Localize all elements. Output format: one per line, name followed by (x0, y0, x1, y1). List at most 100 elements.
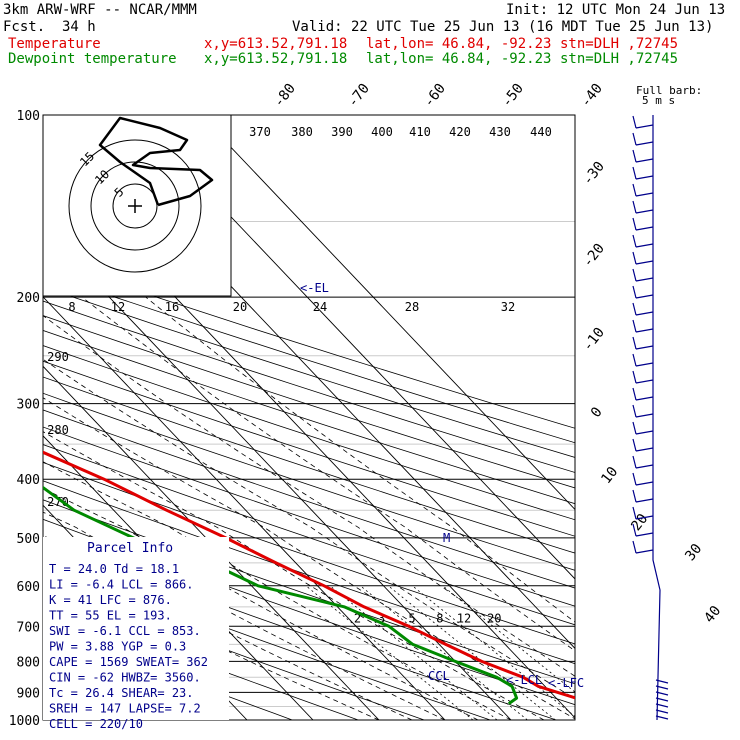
temperature-xy: x,y=613.52,791.18 (204, 36, 348, 52)
wind-barb (632, 115, 654, 129)
mixing-ratio-line (412, 585, 575, 717)
parcel-info-row: CIN = -62 HWBZ= 3560. (49, 671, 201, 685)
wind-barb (655, 715, 669, 720)
wind-barb (655, 697, 669, 702)
wind-scale-value: 28 (405, 300, 419, 314)
mixing-ratio-line (387, 585, 556, 720)
dewpoint-station: stn=DLH ,72745 (560, 51, 679, 67)
wind-barb (632, 506, 654, 520)
init-time: Init: 12 UTC Mon 24 Jun 13 (506, 2, 726, 18)
wind-barb (632, 387, 654, 401)
wind-barb (632, 319, 654, 333)
wind-barb (632, 404, 654, 418)
parcel-info-panel (43, 537, 229, 720)
pressure-label: 500 (17, 532, 40, 547)
wind-barb (632, 200, 654, 214)
theta-label: 270 (47, 495, 69, 509)
dry-adiabat-line (43, 315, 575, 489)
isotherm-label: -30 (580, 159, 608, 189)
hodograph-ring (68, 139, 202, 273)
wind-scale-value: 8 (68, 300, 75, 314)
moist-adiabat-line (43, 358, 575, 700)
pressure-label: 200 (17, 291, 40, 306)
wind-barb (632, 455, 654, 469)
dewpoint-legend: Dewpoint temperature (8, 51, 177, 67)
moist-adiabat-line (43, 397, 575, 720)
theta-label: 440 (530, 125, 552, 139)
parcel-info-title: Parcel Info (87, 541, 173, 556)
isotherm-label: -80 (271, 81, 299, 111)
parcel-info-row: K = 41 LFC = 876. (49, 593, 172, 607)
pressure-label: 400 (17, 473, 40, 488)
moist-adiabat-line (43, 487, 479, 720)
dewpoint-xy: x,y=613.52,791.18 (204, 51, 348, 67)
wind-barb (655, 685, 669, 690)
pressure-label: 700 (17, 620, 40, 635)
parcel-info-row: SREH = 147 LAPSE= 7.2 (49, 702, 201, 716)
wind-barb (655, 691, 669, 696)
theta-label: 430 (489, 125, 511, 139)
mixing-ratio-line (329, 585, 498, 720)
dewpoint-line (43, 485, 519, 705)
wind-barb (632, 132, 654, 146)
temperature-legend: Temperature (8, 36, 101, 52)
full-barb-value: 5 m s (642, 94, 675, 107)
parcel-info-row: CELL = 220/10 (49, 717, 143, 731)
dry-adiabat-line (43, 258, 575, 429)
dry-adiabat-line (43, 462, 575, 645)
wind-scale-value: 12 (111, 300, 125, 314)
isotherm-line (199, 115, 575, 511)
el-marker: <-EL (300, 281, 329, 295)
theta-label: 280 (47, 423, 69, 437)
wind-barb (632, 285, 654, 299)
wind-barb (632, 336, 654, 350)
dewpoint-latlon: lat,lon= 46.84, -92.23 (366, 51, 552, 67)
isotherm-line (43, 296, 446, 720)
dry-adiabat-line (43, 444, 575, 626)
wind-barb (655, 679, 669, 684)
theta-label: 290 (47, 350, 69, 364)
wind-barb (632, 421, 654, 435)
ccl-marker: CCL (428, 669, 450, 683)
mixing-ratio-label: 5 (408, 611, 415, 625)
wind-barb (632, 353, 654, 367)
wind-barb (632, 489, 654, 503)
dry-adiabat-line (43, 272, 575, 444)
hodograph-ring (90, 161, 180, 251)
theta-label: 420 (449, 125, 471, 139)
wind-scale-value: 16 (165, 300, 179, 314)
isotherm-label: -10 (580, 325, 608, 355)
pressure-label: 1000 (9, 714, 40, 729)
parcel-info-row: TT = 55 EL = 193. (49, 609, 172, 623)
temperature-line (43, 450, 575, 700)
hodograph-origin (128, 199, 142, 213)
pressure-label: 900 (17, 686, 40, 701)
dry-adiabat-line (43, 286, 575, 458)
dry-adiabat-line (43, 580, 425, 720)
series-group (43, 450, 575, 705)
lcl-marker: <-LCL (506, 673, 542, 687)
wind-barb (632, 523, 654, 537)
mixing-ratio-label: 8 (436, 611, 443, 625)
moist-adiabat-line (43, 315, 575, 677)
pressure-label: 600 (17, 580, 40, 595)
theta-label: 380 (291, 125, 313, 139)
parcel-info-row: SWI = -6.1 CCL = 853. (49, 624, 201, 638)
mixing-ratio-label: 12 (457, 611, 471, 625)
wind-barb (632, 472, 654, 486)
pressure-label: 100 (17, 109, 40, 124)
isotherm-label: -50 (499, 81, 527, 111)
dry-adiabat-line (43, 409, 575, 589)
isotherm-label: -40 (578, 81, 606, 111)
wind-barb (632, 217, 654, 231)
wind-barb (632, 166, 654, 180)
forecast-hour: 34 h (62, 19, 96, 35)
wind-scale-value: 20 (233, 300, 247, 314)
wind-scale-value: 24 (313, 300, 327, 314)
isotherm-label: 10 (598, 464, 621, 487)
wind-barb (655, 703, 669, 708)
temperature-latlon: lat,lon= 46.84, -92.23 (366, 36, 552, 52)
theta-label: 400 (371, 125, 393, 139)
full-barb-label: Full barb: (636, 84, 702, 97)
isotherm-label: 40 (701, 603, 724, 626)
